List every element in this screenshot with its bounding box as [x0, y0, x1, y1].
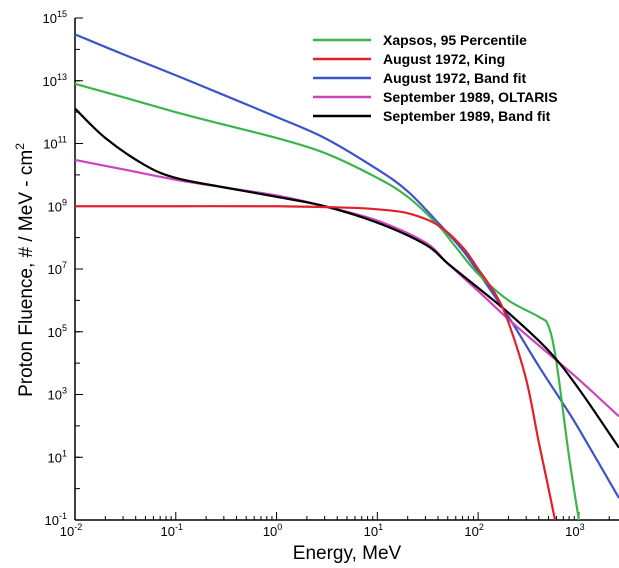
y-tick-label: 109	[48, 197, 67, 214]
x-tick-label: 100	[263, 522, 282, 539]
series-line-0	[74, 82, 580, 521]
x-axis-title: Energy, MeV	[293, 543, 402, 564]
x-tick-label: 10-1	[161, 522, 183, 539]
series-line-1	[75, 205, 557, 521]
legend-label-1: August 1972, King	[383, 51, 505, 67]
y-tick-label: 1013	[43, 72, 67, 89]
x-tick-label: 10-2	[60, 522, 82, 539]
y-tick-label: 105	[48, 323, 67, 340]
series-line-4	[74, 107, 619, 449]
legend-label-0: Xapsos, 95 Percentile	[383, 32, 527, 48]
x-tick-label: 103	[565, 522, 584, 539]
y-tick-label: 101	[48, 448, 67, 465]
plot-area: 10-2 10-1 100 101 102 10310-11011031051071091…	[43, 9, 619, 539]
svg-text:Proton Fluence, # / MeV - cm2: Proton Fluence, # / MeV - cm2	[13, 143, 37, 397]
legend-label-4: September 1989, Band fit	[383, 108, 551, 124]
y-tick-label: 1015	[43, 9, 67, 26]
y-axis-title: Proton Fluence, # / MeV - cm2	[13, 143, 37, 397]
y-axis-title-text: Proton Fluence, # / MeV - cm	[16, 150, 37, 397]
y-tick-label: 10-1	[45, 511, 67, 528]
y-axis-title-superscript: 2	[13, 143, 27, 150]
series-line-3	[74, 158, 619, 418]
legend-label-2: August 1972, Band fit	[383, 70, 526, 86]
x-tick-label: 101	[364, 522, 383, 539]
x-tick-label: 102	[464, 522, 483, 539]
y-tick-label: 107	[48, 260, 67, 277]
legend: Xapsos, 95 Percentile August 1972, King Au…	[313, 32, 558, 124]
series-line-2	[74, 33, 619, 499]
y-tick-label: 103	[48, 386, 67, 403]
legend-label-3: September 1989, OLTARIS	[383, 89, 558, 105]
y-tick-label: 1011	[43, 135, 67, 152]
